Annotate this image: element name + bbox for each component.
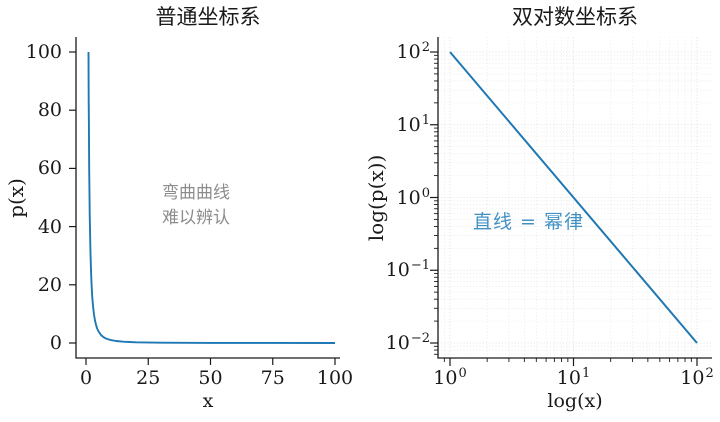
annotation-line-1: 弯曲曲线 [162, 183, 230, 203]
x-tick-label: 50 [198, 367, 223, 389]
x-tick-label: 75 [260, 367, 285, 389]
left-x-axis-label: x [202, 390, 214, 412]
y-tick-label: 20 [37, 273, 62, 296]
y-tick-label: 100 [396, 185, 430, 209]
y-tick-label: 0 [49, 332, 62, 354]
tick-exponent: 1 [421, 112, 430, 128]
x-tick-label: 25 [136, 367, 161, 389]
y-tick-label: 102 [396, 40, 430, 63]
axes-spines [75, 37, 340, 359]
tick-exponent: 0 [458, 366, 467, 381]
y-tick-label: 10−2 [385, 331, 430, 354]
tick-exponent: −1 [410, 258, 430, 274]
y-tick-label: 101 [396, 112, 430, 136]
tick-exponent: 0 [421, 185, 430, 201]
y-tick-label: 40 [37, 215, 62, 238]
x-tick-label: 102 [680, 366, 714, 389]
left-plot-title: 普通坐标系 [155, 5, 261, 29]
right-plot-title: 双对数坐标系 [512, 5, 638, 29]
tick-exponent: −2 [410, 331, 430, 346]
tick-exponent: 2 [421, 40, 430, 55]
plot-canvas-left [69, 37, 340, 365]
annotation-line-2: 难以辨认 [162, 208, 230, 228]
y-tick-label: 10−1 [385, 258, 430, 282]
axes-spines [437, 37, 712, 359]
y-tick-label: 100 [25, 41, 62, 63]
x-tick-label: 0 [79, 367, 93, 389]
y-tick-label: 60 [37, 157, 62, 180]
x-tick-label: 100 [316, 367, 354, 389]
annotation-curved-hard-to-read: 弯曲曲线 难以辨认 [157, 181, 235, 231]
y-tick-label: 80 [37, 99, 62, 122]
power-law-curve [87, 51, 336, 344]
tick-exponent: 2 [705, 366, 714, 381]
tick-exponent: 1 [581, 366, 591, 381]
left-y-axis-label: p(x) [4, 178, 28, 218]
power-law-line [449, 51, 698, 344]
x-tick-label: 101 [556, 366, 591, 389]
plot-canvas-right [430, 37, 712, 366]
right-x-axis-label: log(x) [547, 390, 603, 412]
annotation-straight-line-power-law: 直线 = 幂律 [473, 211, 584, 233]
x-tick-label: 100 [433, 366, 467, 389]
